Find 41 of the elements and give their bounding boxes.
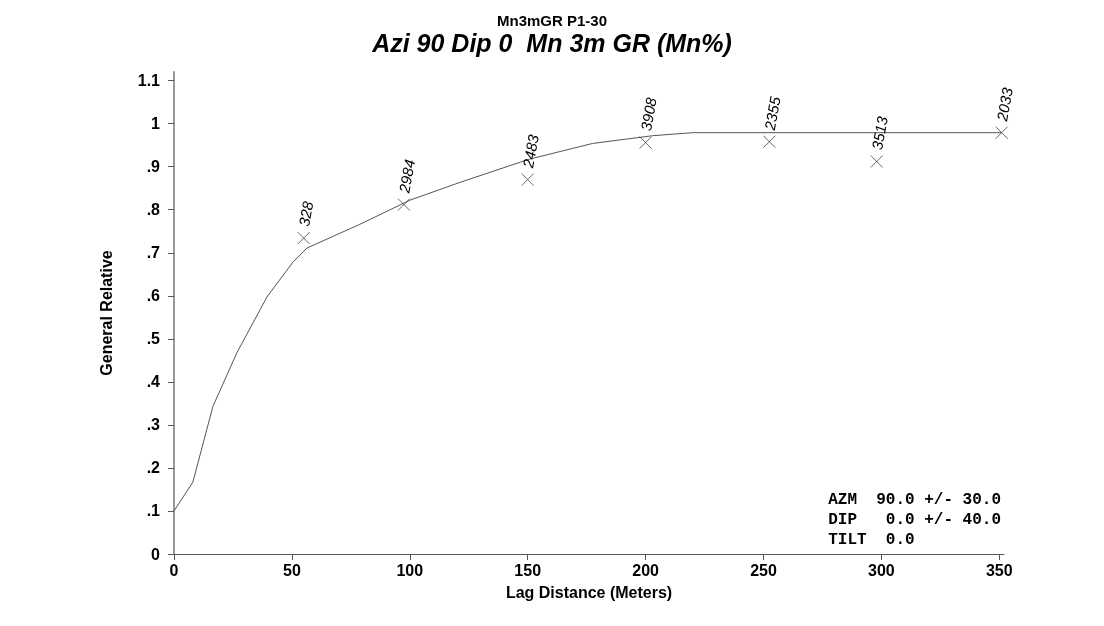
annotation: TILT 0.0: [828, 531, 915, 549]
y-tick-label: 1: [151, 115, 161, 133]
x-tick-label: 150: [514, 561, 542, 579]
y-tick-label: .1: [146, 502, 161, 520]
y-tick-label: .8: [146, 201, 161, 219]
x-tick-label: 200: [632, 561, 660, 579]
y-tick-label: .5: [146, 330, 161, 348]
annotation: 328: [295, 199, 317, 228]
annotation: 2355: [760, 94, 784, 133]
x-tick-label: 300: [868, 561, 895, 579]
y-tick-label: .7: [146, 244, 161, 262]
y-axis-title: General Relative: [97, 250, 115, 376]
y-tick-label: .4: [146, 373, 161, 391]
annotation: AZM 90.0 +/- 30.0: [828, 491, 1001, 509]
y-tick-label: .6: [146, 287, 161, 305]
y-tick-label: .9: [146, 158, 161, 176]
y-tick-label: .2: [146, 459, 161, 477]
annotation: 2483: [519, 132, 542, 171]
annotation: 3908: [637, 95, 660, 133]
point: [397, 198, 411, 212]
annotation: 2984: [395, 158, 419, 196]
chart-title: Mn3mGR P1-30: [496, 12, 608, 29]
x-tick-label: 350: [985, 561, 1013, 579]
y-tick-label: .3: [146, 416, 161, 434]
annotation: 2033: [993, 85, 1016, 124]
point: [870, 155, 884, 169]
x-tick-label: 100: [396, 561, 424, 579]
y-tick-label: 0: [151, 545, 161, 563]
point: [762, 135, 776, 149]
x-tick-label: 250: [750, 561, 777, 579]
annotation: DIP 0.0 +/- 40.0: [828, 511, 1001, 529]
x-tick-label: 0: [169, 561, 179, 579]
point: [995, 126, 1009, 140]
point: [521, 173, 535, 187]
y-tick-label: 1.1: [137, 72, 161, 90]
x-tick-label: 50: [283, 561, 301, 579]
x-axis-title: Lag Distance (Meters): [505, 583, 673, 601]
chart-subtitle: Azi 90 Dip 0 Mn 3m GR (Mn%): [371, 28, 732, 57]
point: [297, 231, 311, 245]
point: [639, 136, 653, 150]
annotation: 3513: [868, 114, 891, 151]
